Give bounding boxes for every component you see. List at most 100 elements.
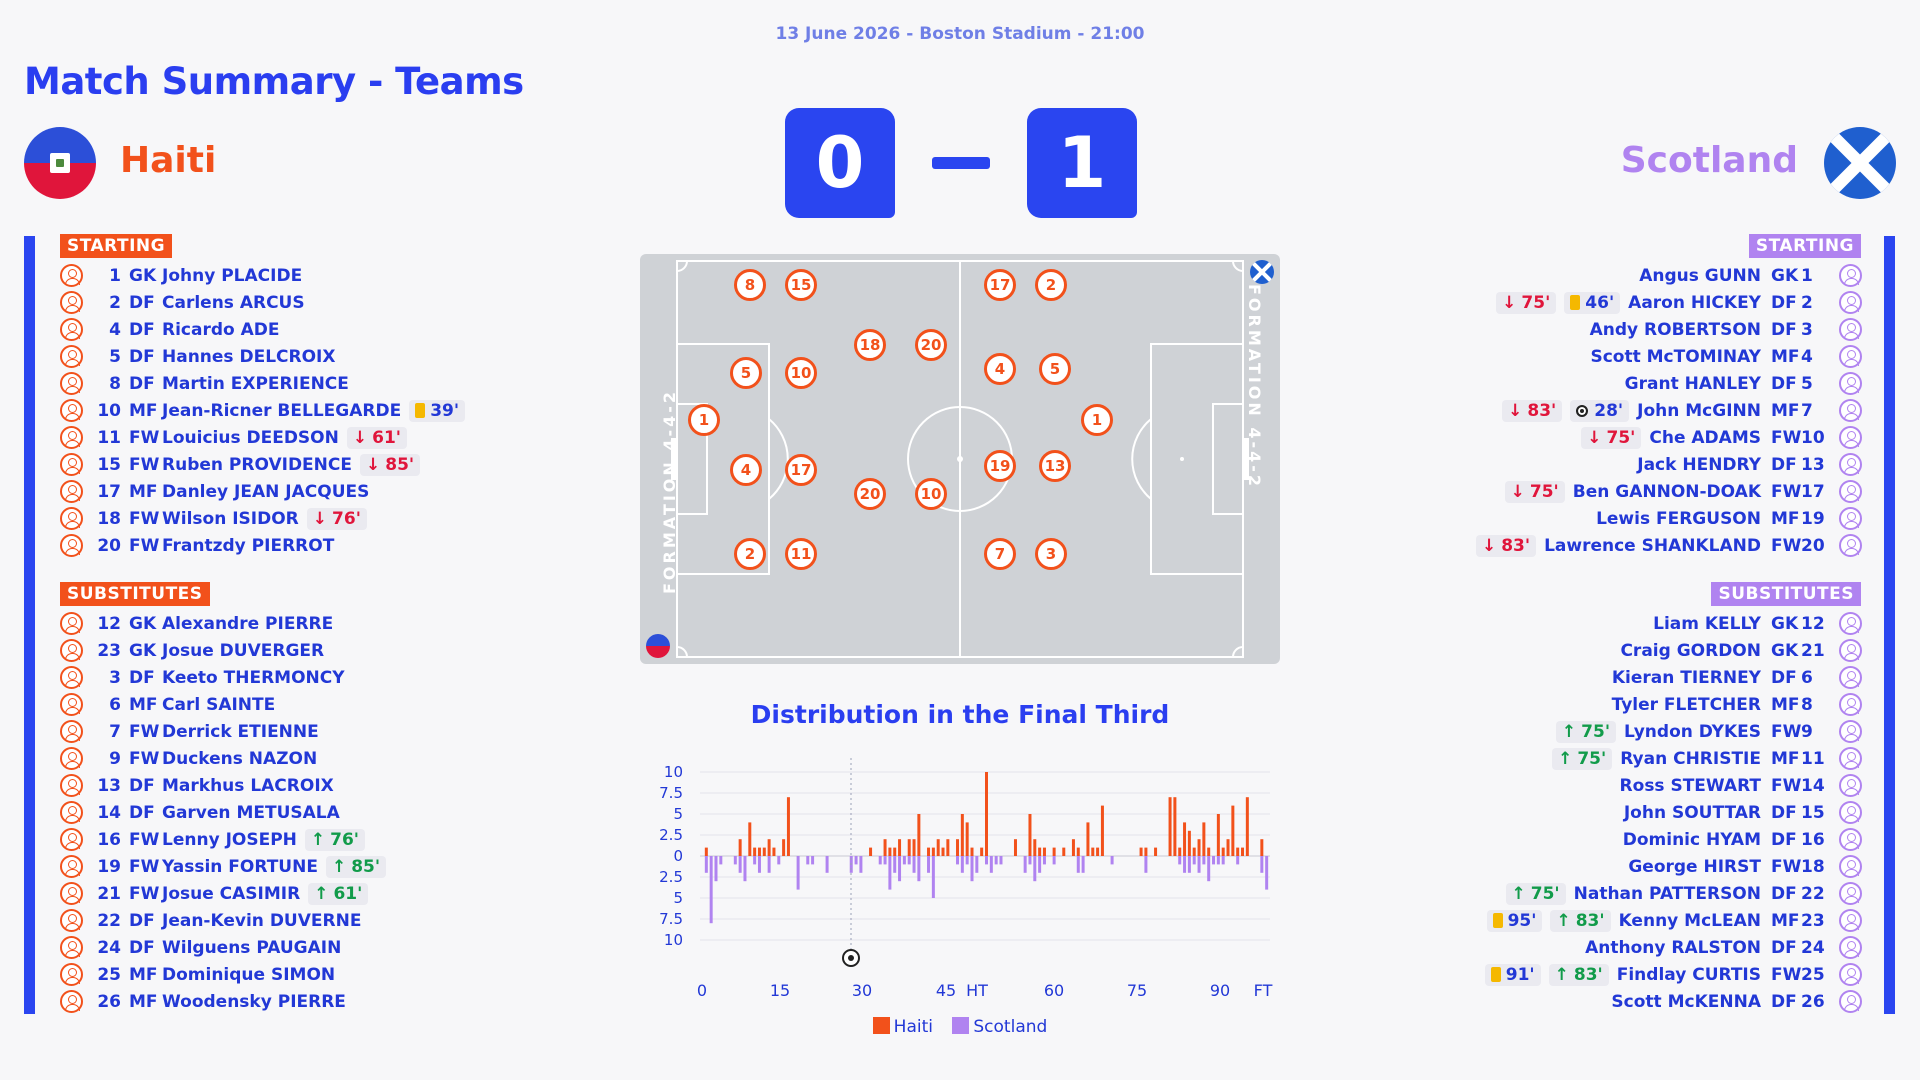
y-tick-label: 7.5 xyxy=(659,784,683,802)
player-row[interactable]: 24 DF Wilguens PAUGAIN xyxy=(60,934,386,961)
player-number: 18 xyxy=(97,508,121,529)
scotland-bar xyxy=(1265,856,1269,890)
player-row[interactable]: 12 GK Alexandre PIERRE xyxy=(60,610,386,637)
haiti-bar xyxy=(936,839,940,856)
haiti-bar xyxy=(1197,839,1201,856)
away-pitch-player: 3 xyxy=(1035,538,1067,570)
player-position: GK xyxy=(129,640,157,661)
player-position: MF xyxy=(129,400,158,421)
haiti-bar xyxy=(1236,847,1240,856)
player-row[interactable]: ↓ 83' 28' John McGINN MF 7 xyxy=(1476,397,1862,424)
player-name: Derrick ETIENNE xyxy=(162,721,319,742)
event-minute: 83' xyxy=(1575,910,1605,931)
player-row[interactable]: 4 DF Ricardo ADE xyxy=(60,316,465,343)
haiti-bar xyxy=(946,839,950,856)
yellow-card-icon xyxy=(415,403,426,418)
player-row[interactable]: Tyler FLETCHER MF 8 xyxy=(1485,691,1862,718)
event-badge-on: ↑ 61' xyxy=(308,882,369,905)
player-row[interactable]: 14 DF Garven METUSALA xyxy=(60,799,386,826)
haiti-bar xyxy=(786,797,790,856)
haiti-bar xyxy=(985,772,988,856)
player-row[interactable]: 95' ↑ 83' Kenny McLEAN MF 23 xyxy=(1485,907,1862,934)
player-name: Scott McTOMINAY xyxy=(1590,346,1761,367)
event-minute: 75' xyxy=(1581,721,1611,742)
home-pitch-player: 17 xyxy=(785,454,817,486)
player-position: DF xyxy=(129,937,155,958)
player-row[interactable]: Kieran TIERNEY DF 6 xyxy=(1485,664,1862,691)
player-row[interactable]: 11 FW Louicius DEEDSON ↓ 61' xyxy=(60,424,465,451)
home-team-name: Haiti xyxy=(120,140,217,181)
player-row[interactable]: 13 DF Markhus LACROIX xyxy=(60,772,386,799)
player-row[interactable]: Jack HENDRY DF 13 xyxy=(1476,451,1862,478)
player-number: 4 xyxy=(109,319,121,340)
player-row[interactable]: 15 FW Ruben PROVIDENCE ↓ 85' xyxy=(60,451,465,478)
distribution-title: Distribution in the Final Third xyxy=(750,700,1170,729)
player-number: 7 xyxy=(109,721,121,742)
player-avatar-icon xyxy=(60,936,83,959)
player-row[interactable]: Andy ROBERTSON DF 3 xyxy=(1476,316,1862,343)
haiti-bar xyxy=(1154,847,1158,856)
player-row[interactable]: 25 MF Dominique SIMON xyxy=(60,961,386,988)
player-row[interactable]: 17 MF Danley JEAN JACQUES xyxy=(60,478,465,505)
scotland-bar xyxy=(912,856,916,873)
player-row[interactable]: 19 FW Yassin FORTUNE ↑ 85' xyxy=(60,853,387,880)
haiti-bar xyxy=(1042,847,1046,856)
player-row[interactable]: John SOUTTAR DF 15 xyxy=(1485,799,1862,826)
player-row[interactable]: 1 GK Johny PLACIDE xyxy=(60,262,465,289)
haiti-bar xyxy=(738,839,742,856)
yellow-card-icon xyxy=(1490,967,1501,982)
player-row[interactable]: 8 DF Martin EXPERIENCE xyxy=(60,370,465,397)
player-row[interactable]: 20 FW Frantzdy PIERROT xyxy=(60,532,465,559)
player-row[interactable]: 10 MF Jean-Ricner BELLEGARDE 39' xyxy=(60,397,466,424)
y-tick-label: 7.5 xyxy=(659,910,683,928)
player-row[interactable]: 26 MF Woodensky PIERRE xyxy=(60,988,386,1015)
player-row[interactable]: 3 DF Keeto THERMONCY xyxy=(60,664,386,691)
player-row[interactable]: 5 DF Hannes DELCROIX xyxy=(60,343,465,370)
player-row[interactable]: ↓ 75' Che ADAMS FW 10 xyxy=(1476,424,1862,451)
player-avatar-icon xyxy=(60,480,83,503)
player-row[interactable]: 23 GK Josue DUVERGER xyxy=(60,637,386,664)
player-row[interactable]: 7 FW Derrick ETIENNE xyxy=(60,718,386,745)
player-row[interactable]: Lewis FERGUSON MF 19 xyxy=(1476,505,1862,532)
event-badge-on: ↑ 83' xyxy=(1548,963,1609,986)
player-row[interactable]: Angus GUNN GK 1 xyxy=(1476,262,1862,289)
player-position: GK xyxy=(1771,640,1799,661)
player-row[interactable]: Dominic HYAM DF 16 xyxy=(1485,826,1862,853)
player-row[interactable]: 16 FW Lenny JOSEPH ↑ 76' xyxy=(60,826,386,853)
player-row[interactable]: ↑ 75' Ryan CHRISTIE MF 11 xyxy=(1485,745,1862,772)
away-pitch-player: 10 xyxy=(915,478,947,510)
player-number: 21 xyxy=(97,883,121,904)
player-row[interactable]: 9 FW Duckens NAZON xyxy=(60,745,386,772)
player-row[interactable]: 6 MF Carl SAINTE xyxy=(60,691,386,718)
player-row[interactable]: 18 FW Wilson ISIDOR ↓ 76' xyxy=(60,505,465,532)
player-number: 21 xyxy=(1801,640,1825,661)
distribution-chart: 10 7.5 5 2.5 0 2.5 5 7.5 10 0 15 30 45 HT 60 75 90 FT xyxy=(659,758,1273,1000)
player-row[interactable]: Ross STEWART FW 14 xyxy=(1485,772,1862,799)
haiti-bar xyxy=(888,847,892,856)
scotland-bar xyxy=(907,856,911,865)
player-row[interactable]: George HIRST FW 18 xyxy=(1485,853,1862,880)
player-row[interactable]: Scott McKENNA DF 26 xyxy=(1485,988,1862,1015)
player-row[interactable]: Grant HANLEY DF 5 xyxy=(1476,370,1862,397)
player-row[interactable]: 22 DF Jean-Kevin DUVERNE xyxy=(60,907,386,934)
player-row[interactable]: Scott McTOMINAY MF 4 xyxy=(1476,343,1862,370)
player-row[interactable]: 2 DF Carlens ARCUS xyxy=(60,289,465,316)
player-row[interactable]: Craig GORDON GK 21 xyxy=(1485,637,1862,664)
player-row[interactable]: ↓ 83' Lawrence SHANKLAND FW 20 xyxy=(1475,532,1862,559)
goal-ball-icon xyxy=(1576,404,1589,417)
player-row[interactable]: ↑ 75' Lyndon DYKES FW 9 xyxy=(1485,718,1862,745)
player-avatar-icon xyxy=(1839,990,1862,1013)
player-row[interactable]: Liam KELLY GK 12 xyxy=(1485,610,1862,637)
player-row[interactable]: ↓ 75' 46' Aaron HICKEY DF 2 xyxy=(1476,289,1862,316)
haiti-bar xyxy=(927,847,931,856)
player-row[interactable]: ↓ 75' Ben GANNON-DOAK FW 17 xyxy=(1476,478,1862,505)
player-row[interactable]: Anthony RALSTON DF 24 xyxy=(1485,934,1862,961)
event-badge-off: ↓ 83' xyxy=(1475,534,1537,557)
event-minute: 61' xyxy=(333,883,363,904)
player-row[interactable]: ↑ 75' Nathan PATTERSON DF 22 xyxy=(1485,880,1862,907)
x-tick-label: 45 xyxy=(936,981,956,1000)
player-row[interactable]: 91' ↑ 83' Findlay CURTIS FW 25 xyxy=(1484,961,1862,988)
event-minute: 76' xyxy=(332,508,361,529)
player-row[interactable]: 21 FW Josue CASIMIR ↑ 61' xyxy=(60,880,386,907)
scotland-mini-flag-icon xyxy=(1250,260,1274,284)
